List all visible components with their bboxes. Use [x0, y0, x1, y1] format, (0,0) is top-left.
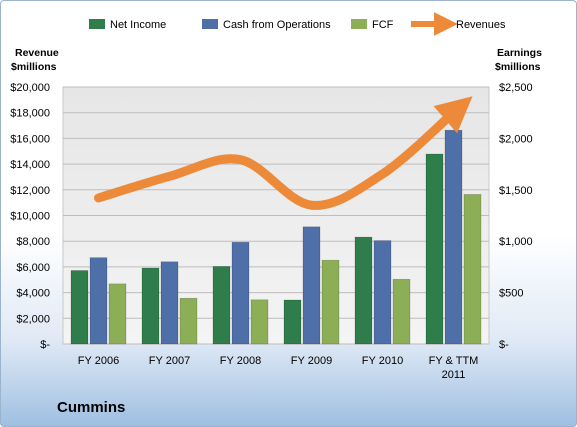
- gridlines: [63, 86, 489, 345]
- bar-net-income: [283, 299, 302, 345]
- legend-label-cash-from-operations: Cash from Operations: [223, 19, 331, 31]
- left-tick-label: $20,000: [10, 82, 50, 94]
- legend-swatch-cash-from-operations: [202, 19, 218, 29]
- bar-net-income: [425, 153, 444, 345]
- bar-cash-from-operations: [302, 226, 321, 345]
- left-tick-label: $18,000: [10, 108, 50, 120]
- left-tick-label: $2,000: [16, 313, 50, 325]
- bar-group: [70, 129, 482, 345]
- left-axis-ticks: $- $2,000 $4,000 $6,000 $8,000 $10,000 $12,000…: [10, 82, 50, 351]
- category-labels: FY 2006 FY 2007 FY 2008 FY 2009 FY 2010 FY & …: [78, 355, 479, 381]
- left-tick-label: $-: [40, 339, 50, 351]
- bar-net-income: [212, 266, 231, 345]
- left-tick-label: $8,000: [16, 236, 50, 248]
- bar-net-income: [70, 270, 89, 345]
- legend-swatch-net-income: [89, 19, 105, 29]
- legend-swatch-fcf: [351, 19, 367, 29]
- legend-label-revenues: Revenues: [456, 19, 506, 31]
- bar-fcf: [392, 278, 411, 345]
- revenue-line-group: [94, 96, 473, 210]
- revenue-line: [94, 96, 473, 210]
- legend-label-net-income: Net Income: [110, 19, 166, 31]
- right-axis-ticks: $- $500 $1,000 $1,500 $2,000 $2,500: [499, 82, 533, 351]
- right-axis-title-line1: Earnings: [497, 47, 542, 59]
- right-tick-label: $1,000: [499, 236, 533, 248]
- bar-cash-from-operations: [160, 261, 179, 345]
- chart-title: Cummins: [57, 399, 126, 416]
- left-tick-label: $14,000: [10, 159, 50, 171]
- category-label: FY 2010: [362, 355, 403, 367]
- bar-fcf: [250, 299, 269, 345]
- bar-net-income: [141, 267, 160, 345]
- left-tick-label: $6,000: [16, 262, 50, 274]
- bar-net-income: [354, 236, 373, 345]
- category-label: FY 2007: [149, 355, 190, 367]
- right-tick-label: $1,500: [499, 185, 533, 197]
- category-label: FY 2008: [220, 355, 261, 367]
- bar-cash-from-operations: [444, 129, 463, 345]
- bar-cash-from-operations: [89, 257, 108, 345]
- legend: Net Income Cash from Operations FCF Reve…: [89, 12, 506, 36]
- category-label: FY & TTM 2011: [429, 355, 479, 381]
- left-tick-label: $4,000: [16, 288, 50, 300]
- left-axis-title-line1: Revenue: [15, 47, 59, 59]
- left-tick-label: $10,000: [10, 211, 50, 223]
- bar-fcf: [321, 259, 340, 345]
- right-axis-title-line2: $millions: [495, 61, 541, 73]
- category-label: FY 2006: [78, 355, 119, 367]
- bar-cash-from-operations: [231, 241, 250, 345]
- legend-label-fcf: FCF: [372, 19, 394, 31]
- bar-cash-from-operations: [373, 240, 392, 345]
- right-tick-label: $-: [499, 339, 509, 351]
- right-tick-label: $2,000: [499, 133, 533, 145]
- bar-fcf: [463, 194, 482, 345]
- category-label: FY 2009: [291, 355, 332, 367]
- left-tick-label: $16,000: [10, 133, 50, 145]
- bar-fcf: [108, 283, 127, 345]
- bar-fcf: [179, 297, 198, 345]
- left-axis-title-line2: $millions: [11, 61, 57, 73]
- left-tick-label: $12,000: [10, 185, 50, 197]
- right-tick-label: $500: [499, 288, 523, 300]
- right-tick-label: $2,500: [499, 82, 533, 94]
